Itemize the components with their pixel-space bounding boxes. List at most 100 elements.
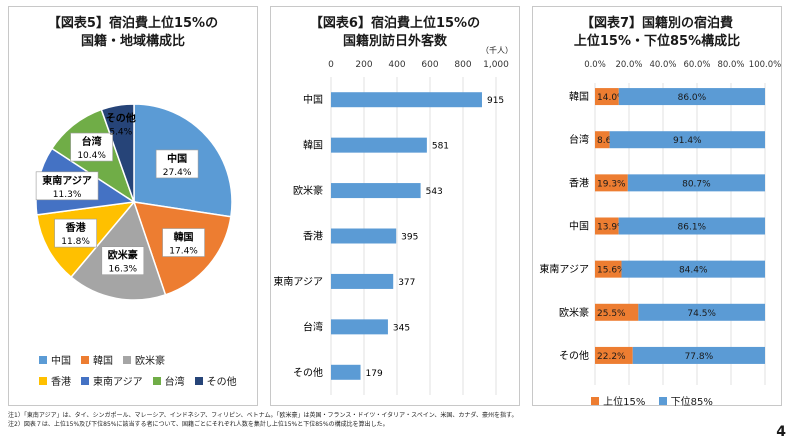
stack-value-0-0: 14.0%	[597, 93, 626, 103]
pie-slice-6	[100, 103, 135, 203]
pie-legend-item-4: 東南アジア	[81, 373, 143, 388]
stack-value-0-4: 15.6%	[597, 266, 626, 276]
pie-legend-swatch-6	[194, 376, 203, 385]
stack-value-0-1: 8.6%	[597, 136, 620, 146]
footnotes: 注1）「東南アジア」は、タイ、シンガポール、マレーシア、インドネシア、フィリピン…	[8, 411, 517, 429]
stack-bar-1-1	[609, 131, 765, 149]
stack-xtick-5: 100.0%	[749, 60, 781, 70]
pie-legend-label-4: 東南アジア	[93, 377, 143, 388]
pie-label-box-0	[155, 149, 199, 179]
bar-value-2: 543	[426, 187, 443, 197]
pie-legend-swatch-3	[39, 376, 47, 385]
bar-value-5: 345	[393, 323, 410, 333]
stack-xtick-1: 20.0%	[615, 60, 642, 70]
stack-value-1-1: 91.4%	[673, 136, 702, 146]
stack-category-4: 東南アジア	[539, 263, 589, 276]
bar-3	[331, 228, 397, 244]
stack-value-0-2: 19.3%	[597, 179, 626, 189]
pie-label-3: 香港 11.8%	[54, 218, 97, 248]
pie-label-name-3: 香港	[66, 221, 87, 234]
legend-swatch-top15	[591, 396, 600, 405]
pie-label-name-0: 中国	[167, 152, 187, 165]
bar-value-6: 179	[366, 369, 383, 379]
bar-category-6: その他	[293, 366, 323, 379]
pie-label-1: 韓国 17.4%	[162, 228, 205, 257]
bar-xtick-2: 400	[388, 60, 405, 70]
pie-legend-label-5: 台湾	[164, 377, 185, 388]
pie-label-box-3	[54, 218, 97, 248]
pie-legend-label-2: 欧米豪	[135, 356, 165, 367]
stack-bar-1-0	[618, 88, 765, 106]
pie-label-value-4: 11.3%	[53, 190, 82, 200]
bar-unit-label: （千人）	[481, 46, 513, 55]
pie-legend-swatch-5	[152, 376, 161, 385]
bar-category-0: 中国	[303, 93, 323, 106]
pie-label-value-0: 27.4%	[163, 168, 192, 178]
pie-label-box-1	[162, 228, 205, 257]
bar-category-3: 香港	[303, 231, 323, 243]
stack-xtick-4: 80.0%	[717, 60, 744, 70]
bar-category-5: 台湾	[303, 320, 323, 333]
stack-value-0-3: 13.9%	[597, 223, 626, 233]
stack-xtick-2: 40.0%	[649, 60, 676, 70]
stack-bar-0-0	[595, 88, 619, 106]
pie-legend-swatch-1	[81, 355, 89, 364]
pie-legend-item-1: 韓国	[81, 352, 113, 367]
stack-bar-0-1	[595, 131, 610, 149]
stack-value-1-2: 80.7%	[682, 179, 711, 189]
stack-bar-1-4	[621, 260, 765, 278]
stack-value-0-6: 22.2%	[597, 352, 626, 362]
stacked-legend: 上位15% 下位85%	[533, 393, 781, 414]
pie-title-line-1: 【図表5】宿泊費上位15%の	[47, 16, 219, 31]
stack-bar-0-2	[595, 174, 628, 192]
pie-label-value-1: 17.4%	[169, 247, 198, 257]
pie-label-name-4: 東南アジア	[42, 174, 92, 187]
bar-1	[331, 137, 427, 153]
stack-category-6: その他	[559, 349, 589, 362]
pie-legend-item-6: その他	[194, 373, 237, 388]
bar-category-2: 欧米豪	[293, 184, 323, 197]
stack-bar-0-4	[595, 260, 622, 278]
pie-title-line-2: 国籍・地域構成比	[80, 34, 185, 49]
pie-legend-item-0: 中国	[39, 352, 71, 367]
legend-label-bottom85: 下位85%	[670, 397, 713, 408]
bar-chart-panel: 【図表6】宿泊費上位15%の 国籍別訪日外客数 （千人） 0 200 400 600 8…	[270, 6, 520, 406]
footnote-2: 注2）図表７は、上位15%及び下位85%に該当する者について、国籍ごとにそれぞれ…	[8, 421, 389, 428]
bar-title-line-2: 国籍別訪日外客数	[342, 34, 447, 49]
stack-bar-1-6	[632, 346, 765, 364]
pie-label-name-5: 台湾	[82, 135, 102, 148]
stacked-chart-title: 【図表7】国籍別の宿泊費 上位15%・下位85%構成比	[533, 15, 781, 51]
pie-label-name-1: 韓国	[174, 231, 194, 244]
stack-category-3: 中国	[569, 220, 589, 233]
pie-label-0: 中国 27.4%	[155, 149, 199, 179]
bar-value-3: 395	[401, 233, 418, 243]
stack-bar-0-3	[595, 217, 619, 235]
pie-chart-title: 【図表5】宿泊費上位15%の 国籍・地域構成比	[9, 15, 257, 51]
pie-label-4: 東南アジア 11.3%	[35, 171, 99, 201]
pie-label-value-3: 11.8%	[61, 237, 90, 247]
bar-xtick-3: 600	[421, 60, 438, 70]
bar-chart-title: 【図表6】宿泊費上位15%の 国籍別訪日外客数	[271, 15, 519, 51]
pie-label-2: 欧米豪 16.3%	[101, 246, 145, 276]
pie-label-box-5	[70, 132, 113, 162]
stack-bar-0-6	[595, 346, 633, 364]
bar-4	[331, 273, 394, 289]
stack-value-1-3: 86.1%	[678, 223, 707, 233]
legend-swatch-bottom85	[658, 396, 667, 405]
stack-xtick-3: 60.0%	[683, 60, 710, 70]
pie-legend-swatch-2	[123, 355, 131, 364]
pie-legend-label-0: 中国	[51, 356, 71, 367]
pie-label-name-6: その他	[106, 112, 136, 125]
pie-label-value-6: 5.4%	[109, 128, 132, 138]
pie-legend-item-2: 欧米豪	[123, 352, 165, 367]
pie-legend-swatch-4	[81, 376, 89, 385]
pie-chart: 中国 27.4% 韓国 17.4% 欧米豪 16.3% 香港 11.8% 東南アジア 11.3% 台…	[35, 103, 233, 301]
bar-5	[331, 319, 388, 335]
pie-legend-item-5: 台湾	[152, 373, 185, 388]
stack-category-0: 韓国	[569, 91, 589, 103]
stacked-title-line-1: 【図表7】国籍別の宿泊費	[580, 16, 734, 31]
stack-category-2: 香港	[569, 177, 589, 189]
bar-title-line-1: 【図表6】宿泊費上位15%の	[309, 16, 481, 31]
bar-xtick-0: 0	[328, 60, 334, 70]
stacked-chart-panel: 【図表7】国籍別の宿泊費 上位15%・下位85%構成比 0.0% 20.0% 40.…	[532, 6, 782, 408]
